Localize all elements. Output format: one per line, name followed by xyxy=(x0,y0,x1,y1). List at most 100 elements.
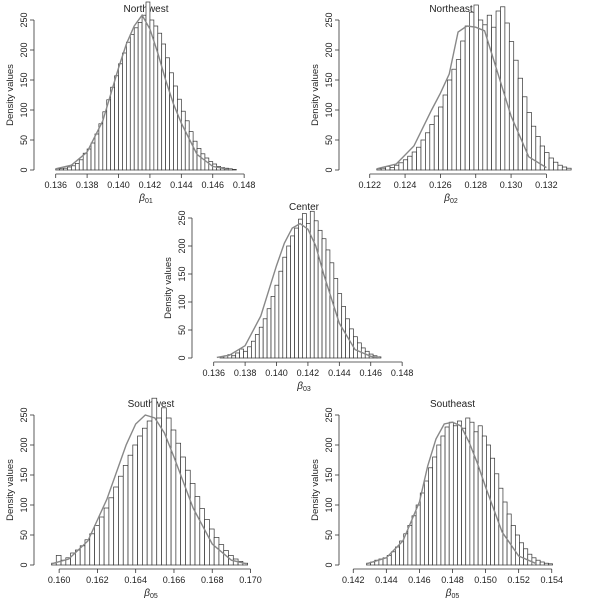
histogram-bar xyxy=(184,120,190,171)
histogram-bar xyxy=(317,229,323,359)
y-tick-label: 0 xyxy=(19,562,29,567)
histogram-bar xyxy=(258,326,264,359)
x-tick-label: 0.144 xyxy=(328,368,351,378)
x-tick-label: 0.164 xyxy=(124,575,147,585)
x-tick-label: 0.168 xyxy=(201,575,224,585)
histogram-bar xyxy=(436,444,442,566)
histogram-bar xyxy=(151,397,158,566)
x-axis-label: β02 xyxy=(443,193,458,205)
histogram-bar xyxy=(132,444,138,566)
panel-title: Center xyxy=(289,202,320,213)
histogram-bar xyxy=(71,165,76,171)
histogram-bar xyxy=(329,262,335,359)
histogram-bar xyxy=(548,157,554,171)
histogram-bar xyxy=(440,435,446,566)
histogram-bar xyxy=(429,124,435,171)
x-tick-label: 0.130 xyxy=(500,180,523,190)
histogram-bar xyxy=(457,420,462,566)
x-tick-label: 0.140 xyxy=(107,180,130,190)
density-curve xyxy=(51,414,247,565)
histogram-bar xyxy=(118,63,123,171)
x-tick-label: 0.150 xyxy=(474,575,497,585)
histogram-bar xyxy=(142,427,148,566)
histogram-bar xyxy=(306,223,311,359)
y-axis-label: Density values xyxy=(163,257,174,319)
histogram-bar xyxy=(380,167,386,171)
x-axis-label: β01 xyxy=(138,193,153,205)
histogram-bar xyxy=(189,483,196,566)
histogram-bar xyxy=(290,235,295,359)
histogram-bar xyxy=(402,159,409,171)
histogram-bar xyxy=(298,218,303,359)
histogram-bar xyxy=(407,525,413,566)
histogram-bar xyxy=(302,213,307,359)
y-tick-label: 150 xyxy=(19,467,29,482)
x-tick-label: 0.136 xyxy=(44,180,67,190)
histogram-bar xyxy=(122,52,127,171)
histogram-bar xyxy=(461,427,467,566)
x-tick-label: 0.126 xyxy=(429,180,452,190)
x-tick-label: 0.122 xyxy=(358,180,381,190)
y-tick-label: 250 xyxy=(177,210,187,225)
histogram-bar xyxy=(59,168,64,171)
histogram-bar xyxy=(535,136,541,171)
histogram-bar xyxy=(553,161,559,171)
histogram-bar xyxy=(473,431,479,566)
y-axis-label: Density values xyxy=(310,459,321,521)
x-tick-label: 0.140 xyxy=(265,368,288,378)
histogram-bar xyxy=(278,270,284,359)
x-tick-label: 0.142 xyxy=(342,575,365,585)
histogram-bar xyxy=(389,167,395,171)
histogram-bar xyxy=(464,25,470,171)
y-tick-label: 150 xyxy=(324,467,334,482)
x-tick-label: 0.124 xyxy=(394,180,417,190)
histogram-bar xyxy=(286,245,292,359)
x-tick-label: 0.170 xyxy=(239,575,262,585)
histogram-bar xyxy=(67,166,72,171)
histogram-bar xyxy=(424,480,429,566)
histogram-bar xyxy=(469,11,475,171)
histogram-bar xyxy=(218,544,225,566)
histogram-bar xyxy=(451,68,457,171)
histogram-bar xyxy=(448,421,454,566)
histogram-bar xyxy=(98,516,105,566)
histogram-bar xyxy=(177,98,182,171)
histogram-bar xyxy=(78,159,84,171)
histogram-bar xyxy=(204,157,210,171)
histogram-bar xyxy=(251,340,256,359)
histogram-bar xyxy=(477,425,483,566)
histogram-bar xyxy=(274,284,280,359)
x-tick-label: 0.160 xyxy=(48,575,71,585)
x-tick-label: 0.148 xyxy=(441,575,464,585)
histogram-bar xyxy=(94,133,100,171)
density-curve xyxy=(366,421,536,565)
histogram-bar xyxy=(188,131,194,171)
x-tick-label: 0.142 xyxy=(139,180,162,190)
histogram-bar xyxy=(103,507,110,566)
y-axis-label: Density values xyxy=(5,459,16,521)
histogram-bar xyxy=(566,167,572,171)
histogram-bar xyxy=(79,545,86,566)
y-axis-label: Density values xyxy=(310,64,321,126)
histogram-bar xyxy=(106,99,112,171)
histogram-bar xyxy=(325,249,331,359)
y-tick-label: 250 xyxy=(324,12,334,27)
histogram-bar xyxy=(63,167,68,171)
histogram-bar xyxy=(127,454,134,566)
histogram-bar xyxy=(517,77,523,171)
density-curve xyxy=(376,25,547,170)
histogram-bar xyxy=(156,417,162,566)
histogram-bar xyxy=(122,465,129,566)
histogram-bar xyxy=(126,41,131,171)
histogram-bar xyxy=(270,296,276,359)
histogram-bar xyxy=(313,220,319,359)
histogram-bar xyxy=(118,475,124,566)
y-tick-label: 200 xyxy=(177,238,187,253)
x-tick-label: 0.144 xyxy=(375,575,398,585)
y-tick-label: 250 xyxy=(19,407,29,422)
histogram-bar xyxy=(469,421,475,566)
histogram-bar xyxy=(390,551,396,566)
histogram-bar xyxy=(420,139,426,171)
y-tick-label: 50 xyxy=(324,135,334,145)
